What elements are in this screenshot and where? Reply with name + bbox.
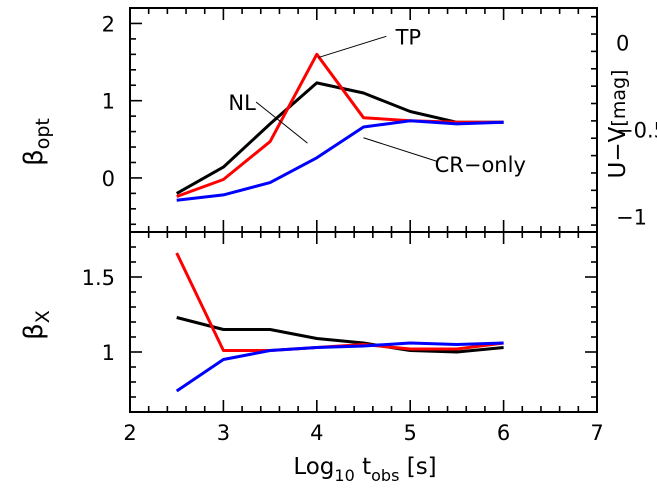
series-line	[176, 316, 504, 354]
x-tick-label: 5	[404, 421, 417, 445]
y-tick-label: 1	[102, 90, 115, 114]
annotation-label: NL	[228, 91, 256, 115]
y-tick-label: 1	[102, 341, 115, 365]
y-tick-label: 0	[102, 167, 115, 191]
bottom-y-axis-label: βX	[19, 310, 54, 340]
top-y-axis-label: βopt	[19, 118, 54, 166]
annotation-leader	[363, 137, 439, 163]
x-axis-label: Log10 tobs [s]	[293, 454, 436, 485]
annotation-label: CR−only	[435, 153, 526, 177]
y-tick-label: 1.5	[82, 266, 115, 290]
bottom-panel: 1 1.5 2 3 4 5 6 7	[82, 231, 604, 445]
series-line	[175, 341, 504, 393]
x-tick-label: 6	[497, 421, 510, 445]
top-panel: 0 1 2 0 −0.5 −1 TP NL CR−only	[102, 7, 657, 233]
series-line	[176, 119, 504, 202]
y-tick-label: 2	[102, 12, 115, 36]
x-tick-label: 2	[123, 421, 136, 445]
x-tick-label: 4	[310, 421, 323, 445]
series-line	[175, 252, 504, 352]
x-tick-label: 3	[217, 421, 230, 445]
annotation-label: TP	[395, 25, 422, 49]
annotation-leader	[255, 101, 308, 144]
annotation-leader	[318, 35, 387, 58]
right-y-tick-label: −1	[616, 205, 647, 229]
right-y-tick-label: 0	[616, 32, 629, 56]
right-y-tick-label: −0.5	[616, 119, 657, 143]
x-tick-label: 7	[590, 421, 603, 445]
right-y-axis-label: U−V[mag]	[605, 70, 631, 179]
